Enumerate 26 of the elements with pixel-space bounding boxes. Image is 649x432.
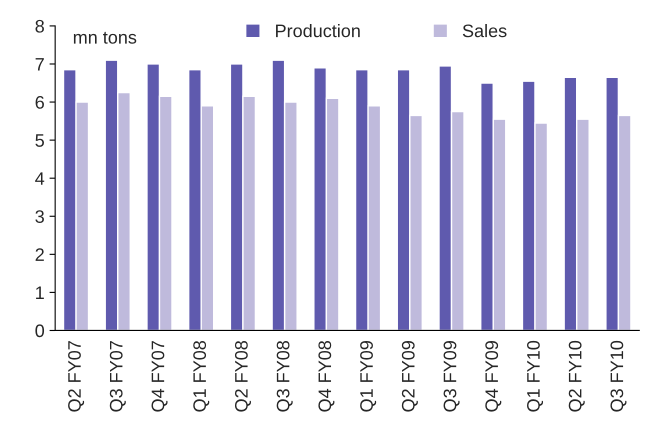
legend-label: Production	[276, 24, 360, 38]
y-tick-label: 0	[35, 324, 44, 338]
y-tick-label: 2	[36, 248, 44, 261]
y-tick-label: 4	[35, 172, 44, 185]
x-tick-label: Q1 FY08	[193, 340, 210, 412]
x-tick-label: Q2 FY10	[568, 340, 585, 412]
y-tick-label: 8	[35, 20, 44, 33]
x-tick-label: Q3 FY10	[610, 340, 626, 412]
x-tick-label: Q1 FY09	[360, 341, 376, 412]
x-tick-label: Q2 FY08	[234, 340, 251, 412]
y-tick-label: 1	[36, 286, 44, 299]
x-tick-label: Q3 FY07	[110, 341, 126, 412]
x-tick-label: Q4 FY08	[318, 340, 334, 412]
x-tick-label: Q4 FY09	[485, 341, 502, 412]
x-tick-label: Q3 FY09	[444, 341, 460, 412]
x-tick-label: Q1 FY10	[527, 340, 544, 412]
x-tick-label: Q2 FY07	[68, 341, 84, 412]
x-tick-label: Q4 FY07	[152, 341, 168, 412]
y-tick-label: 6	[36, 96, 44, 109]
annotation: mn tons	[74, 32, 136, 44]
x-tick-label: Q3 FY08	[276, 340, 293, 412]
legend-label: Sales	[462, 24, 507, 38]
y-tick-label: 7	[36, 58, 44, 71]
y-tick-label: 3	[35, 210, 44, 223]
x-tick-label: Q2 FY09	[402, 341, 418, 412]
y-tick-label: 5	[35, 134, 44, 147]
